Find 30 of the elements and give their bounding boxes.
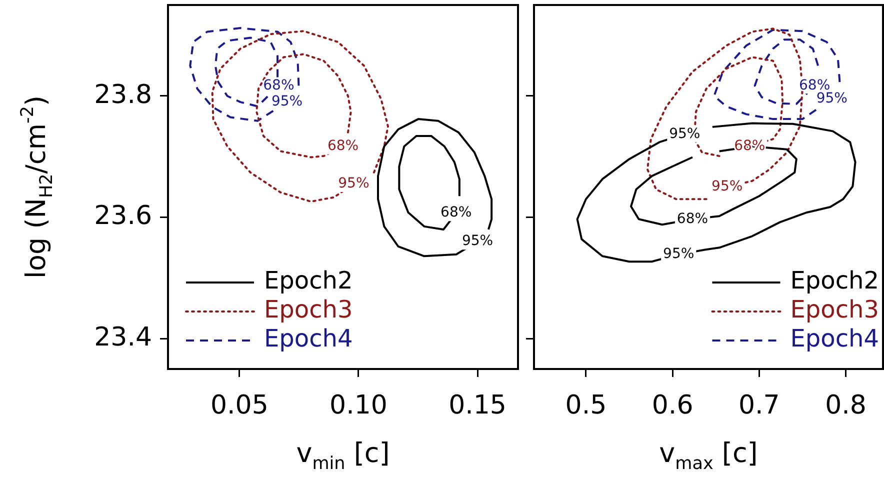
legend-label: Epoch3 xyxy=(790,296,880,324)
annotation: 95% xyxy=(816,90,848,107)
y-axis-title: log (NH2/cm-2) xyxy=(18,95,58,279)
x-tick-label: 0.15 xyxy=(448,390,506,420)
annotation: 95% xyxy=(663,246,694,262)
legend-label: Epoch2 xyxy=(790,266,880,295)
x-tick-label: 0.05 xyxy=(210,390,268,420)
annotation: 68% xyxy=(263,77,294,94)
annotation: 95% xyxy=(338,176,370,192)
x-tick-label: 0.6 xyxy=(652,390,694,420)
legend-label: Epoch2 xyxy=(264,266,353,295)
x-tick-label: 0.10 xyxy=(330,390,388,420)
annotation: 68% xyxy=(676,210,708,227)
x-tick-label: 0.7 xyxy=(738,390,780,420)
y-tick-label: 23.4 xyxy=(94,322,152,352)
y-tick-label: 23.6 xyxy=(94,201,152,232)
x-tick-label: 0.5 xyxy=(565,390,607,420)
annotation: 68% xyxy=(799,77,830,94)
x-tick-label: 0.8 xyxy=(825,390,866,420)
y-tick-label: 23.8 xyxy=(94,80,152,110)
annotation: 95% xyxy=(271,94,303,110)
legend-label: Epoch4 xyxy=(790,324,880,353)
annotation: 95% xyxy=(462,233,494,250)
annotation: 68% xyxy=(327,138,359,154)
annotation: 68% xyxy=(440,204,472,221)
annotation: 95% xyxy=(712,178,743,195)
legend-label: Epoch3 xyxy=(264,296,353,324)
legend-label: Epoch4 xyxy=(264,324,353,353)
line-series xyxy=(211,30,389,203)
annotation: 95% xyxy=(669,126,700,142)
